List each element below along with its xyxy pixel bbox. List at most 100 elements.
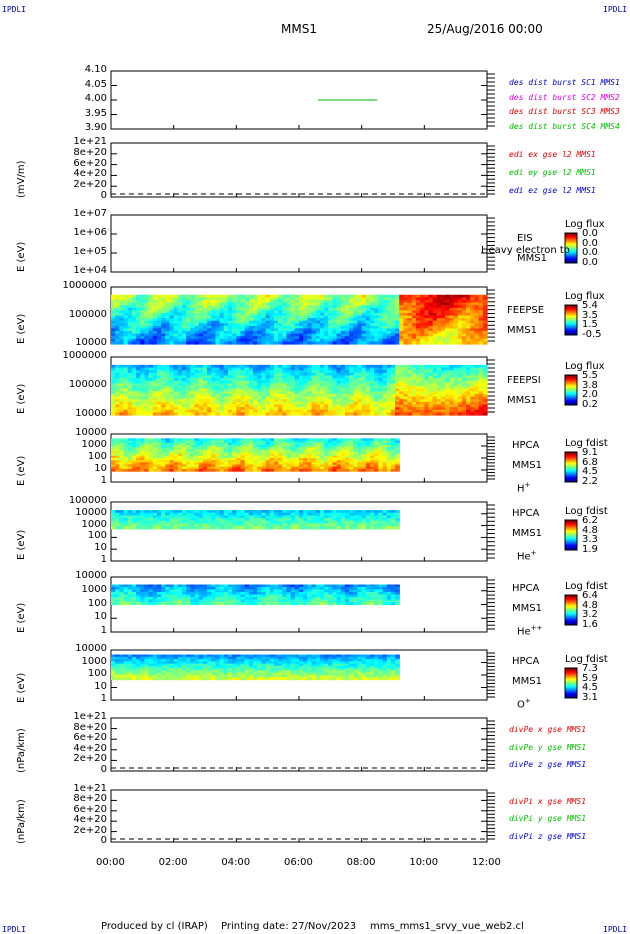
spectrogram-cell [186, 512, 191, 517]
spectrogram-cell [432, 305, 438, 309]
spectrogram-cell [361, 294, 367, 298]
spectrogram-cell [378, 331, 384, 335]
spectrogram-cell [115, 393, 120, 398]
spectrogram-cell [186, 460, 191, 463]
spectrogram-cell [340, 409, 346, 413]
spectrogram-cell [386, 380, 392, 384]
spectrogram-cell [136, 375, 141, 379]
spectrogram-cell [232, 336, 237, 340]
spectrogram-cell [445, 315, 450, 319]
spectrogram-cell [131, 315, 137, 319]
spectrogram-cell [299, 380, 304, 384]
spectrogram-cell [436, 396, 442, 400]
spectrogram-cell [248, 391, 254, 395]
spectrogram-cell [223, 297, 229, 301]
spectrogram-cell [420, 380, 425, 384]
spectrogram-cell [202, 455, 208, 459]
colorbar-segment [565, 254, 577, 256]
spectrogram-cell [294, 391, 300, 395]
spectrogram-cell [202, 466, 208, 470]
spectrogram-cell [336, 449, 342, 453]
spectrogram-cell [123, 323, 129, 327]
spectrogram-cell [420, 302, 425, 306]
spectrogram-cell [232, 458, 237, 461]
spectrogram-cell [428, 318, 434, 322]
spectrogram-cell [420, 320, 425, 324]
spectrogram-cell [131, 380, 137, 384]
spectrogram-cell [123, 331, 129, 335]
spectrogram-cell [378, 438, 384, 442]
spectrogram-cell [244, 341, 250, 345]
spectrogram-cell [161, 396, 166, 400]
spectrogram-cell [148, 305, 154, 309]
spectrogram-cell [215, 312, 221, 317]
spectrogram-cell [399, 320, 405, 324]
spectrogram-cell [240, 404, 246, 408]
spectrogram-cell [123, 510, 129, 514]
spectrogram-cell [127, 396, 133, 400]
spectrogram-cell [140, 404, 146, 408]
spectrogram-cell [253, 401, 258, 406]
spectrogram-cell [244, 328, 250, 332]
spectrogram-cell [370, 407, 375, 411]
spectrogram-cell [428, 333, 434, 337]
spectrogram-cell [244, 315, 250, 319]
spectrogram-cell [340, 307, 346, 311]
spectrogram-cell [361, 370, 367, 374]
spectrogram-cell [248, 464, 254, 468]
spectrogram-cell [136, 512, 141, 517]
spectrogram-cell [286, 451, 292, 455]
spectrogram-cell [232, 320, 237, 324]
spectrogram-cell [198, 458, 204, 461]
spectrogram-cell [136, 323, 141, 327]
spectrogram-cell [227, 391, 233, 395]
spectrogram-cell [169, 449, 175, 453]
spectrogram-cell [407, 404, 413, 408]
spectrogram-cell [140, 518, 146, 522]
spectrogram-cell [119, 325, 125, 330]
spectrogram-cell [127, 323, 133, 327]
spectrogram-cell [131, 323, 137, 327]
spectrogram-cell [294, 458, 300, 461]
spectrogram-cell [269, 336, 275, 340]
spectrogram-cell [202, 305, 208, 309]
spectrogram-cell [111, 320, 116, 324]
spectrogram-cell [219, 468, 225, 472]
spectrogram-cell [115, 438, 120, 442]
spectrogram-cell [436, 310, 442, 314]
spectrogram-cell [370, 409, 375, 413]
spectrogram-cell [261, 409, 267, 413]
spectrogram-cell [294, 325, 300, 330]
spectrogram-cell [173, 336, 179, 340]
spectrogram-cell [307, 458, 313, 461]
spectrogram-cell [299, 315, 304, 319]
spectrogram-cell [198, 338, 204, 343]
spectrogram-cell [311, 307, 317, 311]
spectrogram-cell [215, 370, 221, 374]
spectrogram-cell [223, 468, 229, 472]
spectrogram-cell [194, 401, 200, 406]
spectrogram-cell [244, 386, 250, 390]
spectrogram-cell [123, 449, 129, 453]
spectrogram-cell [253, 331, 258, 335]
colorbar-segment [565, 456, 577, 458]
spectrogram-cell [269, 294, 275, 298]
spectrogram-cell [223, 515, 229, 519]
spectrogram-cell [286, 453, 292, 457]
spectrogram-cell [449, 412, 455, 416]
spectrogram-cell [403, 312, 409, 317]
spectrogram-cell [365, 391, 371, 395]
spectrogram-cell [227, 297, 233, 301]
spectrogram-cell [390, 455, 396, 459]
spectrogram-cell [378, 338, 384, 343]
spectrogram-cell [144, 451, 150, 455]
spectrogram-cell [470, 325, 476, 330]
spectrogram-cell [261, 386, 267, 390]
spectrogram-cell [257, 302, 262, 306]
spectrogram-cell [144, 307, 150, 311]
spectrogram-cell [353, 453, 359, 457]
spectrogram-cell [365, 462, 371, 466]
spectrogram-cell [399, 409, 405, 413]
spectrogram-cell [395, 391, 400, 395]
spectrogram-cell [319, 312, 325, 317]
